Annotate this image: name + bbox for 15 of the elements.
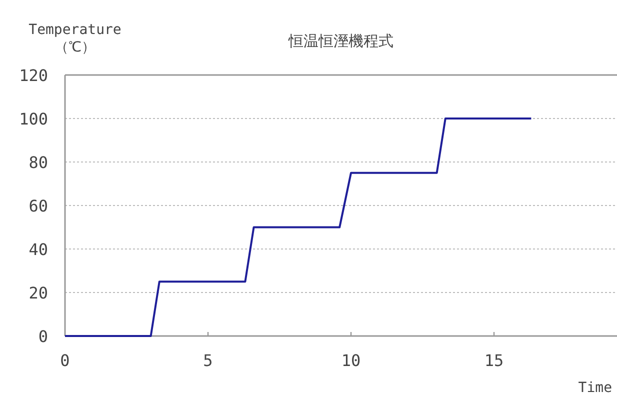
y-tick-label: 0	[38, 327, 48, 346]
line-series	[64, 118, 532, 337]
y-tick-label: 40	[28, 240, 48, 259]
x-tick-label: 10	[341, 351, 361, 370]
y-tick-label: 60	[28, 196, 48, 216]
chart-title: 恒温恒溼機程式	[288, 32, 394, 50]
y-axis-title: Temperature （℃）	[28, 22, 122, 56]
x-axis-title: Time	[578, 380, 612, 396]
x-tick-label: 0	[60, 351, 70, 370]
x-tick-label: 15	[484, 351, 504, 370]
y-tick-label: 100	[19, 110, 48, 128]
y-tick-label: 20	[28, 284, 48, 302]
y-tick-label: 80	[28, 153, 48, 172]
x-tick-label: 5	[203, 351, 213, 370]
y-tick-label: 120	[19, 66, 48, 85]
